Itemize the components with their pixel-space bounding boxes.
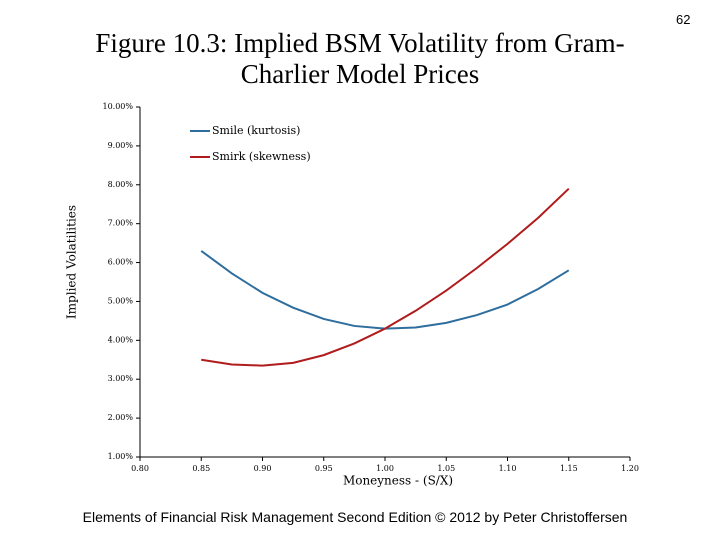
y-tick-label: 2.00% <box>108 413 134 422</box>
x-tick-label: 1.15 <box>560 464 578 473</box>
x-tick-label: 1.00 <box>376 464 394 473</box>
series-line <box>200 250 570 330</box>
footer: Elements of Financial Risk Management Se… <box>82 509 628 525</box>
y-tick-label: 7.00% <box>108 219 134 228</box>
y-axis-label: Implied Volatilities <box>65 205 79 319</box>
y-tick-label: 6.00% <box>108 258 134 267</box>
y-tick-label: 9.00% <box>108 141 134 150</box>
x-tick-label: 0.85 <box>192 464 210 473</box>
y-tick-label: 5.00% <box>108 296 134 305</box>
x-tick-label: 1.05 <box>437 464 455 473</box>
legend-label: Smirk (skewness) <box>212 150 311 163</box>
x-tick-label: 0.80 <box>131 464 149 473</box>
x-tick-label: 1.20 <box>621 464 639 473</box>
legend-label: Smile (kurtosis) <box>212 124 300 137</box>
y-tick-label: 10.00% <box>102 102 133 111</box>
x-tick-label: 0.95 <box>315 464 333 473</box>
x-tick-label: 1.10 <box>499 464 517 473</box>
x-axis-label: Moneyness - (S/X) <box>343 474 453 488</box>
y-tick-label: 4.00% <box>108 335 134 344</box>
chart-title: Figure 10.3: Implied BSM Volatility from… <box>95 28 625 89</box>
series-line <box>201 187 570 367</box>
x-tick-label: 0.90 <box>254 464 272 473</box>
y-tick-label: 3.00% <box>108 374 134 383</box>
y-tick-label: 1.00% <box>108 452 134 461</box>
y-tick-label: 8.00% <box>108 180 134 189</box>
page-number: 62 <box>676 12 691 27</box>
